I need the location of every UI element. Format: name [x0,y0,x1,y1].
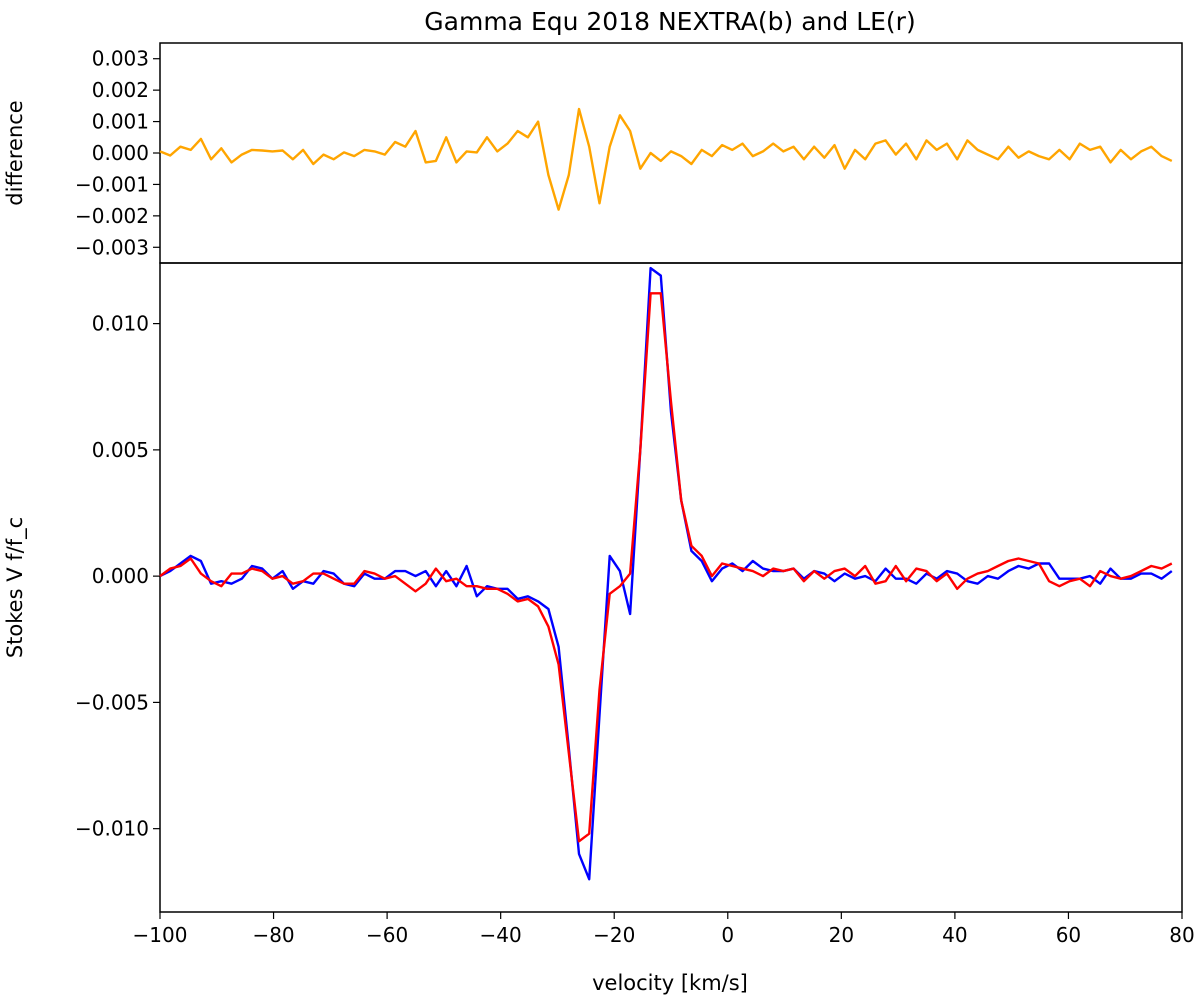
x-tick-label: −20 [593,923,635,947]
y-axis-label: Stokes V f/f_c [3,517,28,658]
y-tick-label: 0.005 [92,438,149,462]
y-axis-label: difference [3,100,27,205]
stokes-panel: −0.010 −0.005 0.000 0.005 0.010 Stokes V f/f_… [3,262,1195,947]
x-tick-label: −100 [133,923,188,947]
y-tick-label: −0.003 [75,235,149,259]
x-tick-label: 20 [829,923,854,947]
y-tick-label: 0.000 [92,141,149,165]
x-tick-label: 60 [1056,923,1081,947]
stokes-panel-frame [159,262,1183,913]
x-tick-label: 0 [721,923,734,947]
y-tick-label: 0.000 [92,564,149,588]
difference-panel: −0.003 −0.002 −0.001 0.000 0.001 0.002 0.003 di… [3,42,1183,264]
y-tick-label: 0.010 [92,312,149,336]
x-axis-label: velocity [km/s] [592,971,748,995]
y-tick-label: −0.002 [75,204,149,228]
y-tick-label: −0.010 [75,817,149,841]
x-tick-label: −60 [366,923,408,947]
y-tick-label: 0.002 [92,78,149,102]
chart-title: Gamma Equ 2018 NEXTRA(b) and LE(r) [424,7,915,36]
x-tick-label: −40 [480,923,522,947]
y-tick-label: 0.003 [92,47,149,71]
stokes-panel-series-1 [159,292,1173,843]
difference-panel-series-0 [159,107,1173,211]
x-tick-label: −80 [252,923,294,947]
x-tick-label: 80 [1169,923,1194,947]
y-tick-label: 0.001 [92,110,149,134]
y-tick-label: −0.005 [75,690,149,714]
y-tick-label: −0.001 [75,172,149,196]
x-tick-label: 40 [942,923,967,947]
